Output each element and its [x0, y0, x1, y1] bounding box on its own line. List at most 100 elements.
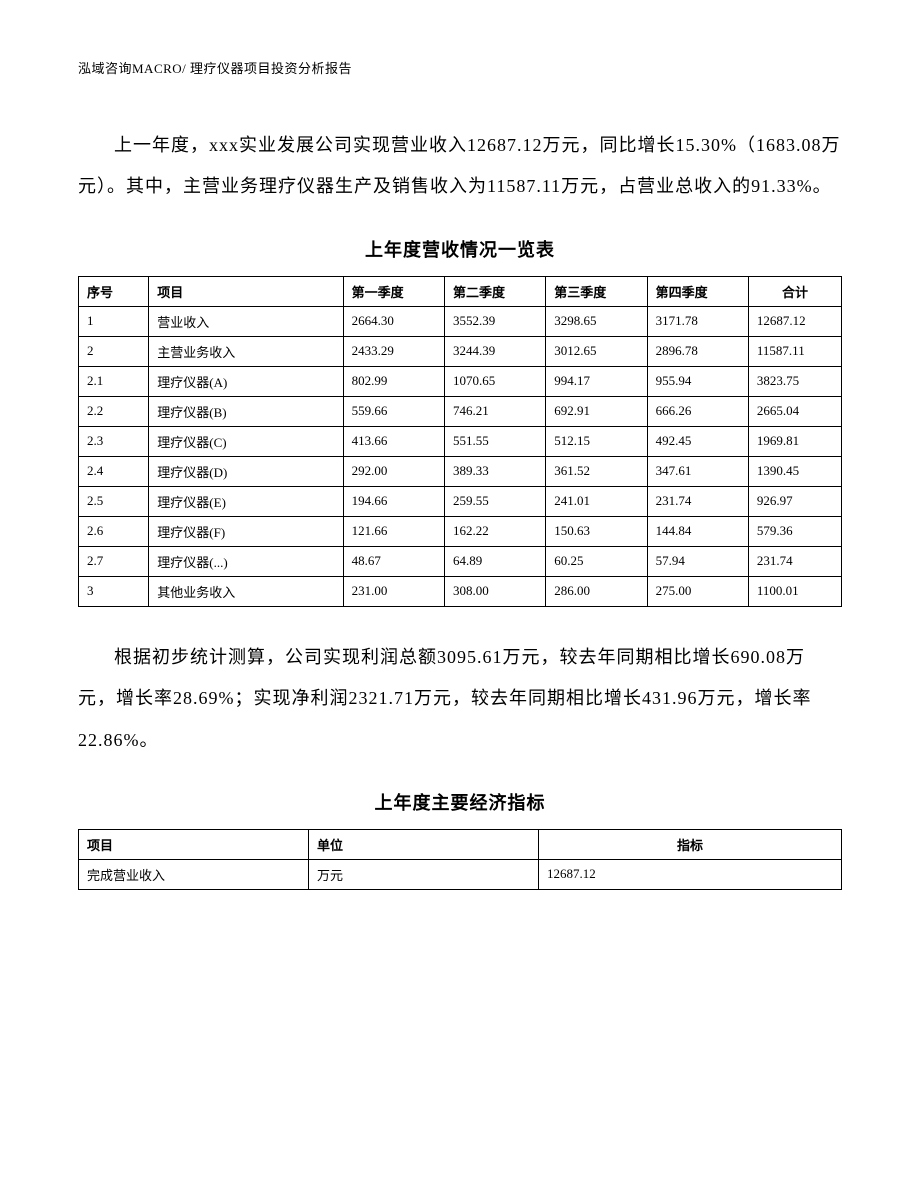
col-header-q4: 第四季度	[647, 276, 748, 306]
table-cell: 492.45	[647, 426, 748, 456]
table-cell: 413.66	[343, 426, 444, 456]
table-row: 3 其他业务收入 231.00 308.00 286.00 275.00 110…	[79, 576, 842, 606]
table-cell: 559.66	[343, 396, 444, 426]
table-cell: 57.94	[647, 546, 748, 576]
table-row: 2.6 理疗仪器(F) 121.66 162.22 150.63 144.84 …	[79, 516, 842, 546]
table-cell: 3823.75	[748, 366, 841, 396]
revenue-table: 序号 项目 第一季度 第二季度 第三季度 第四季度 合计 1 营业收入 2664…	[78, 276, 842, 607]
table-row: 2.2 理疗仪器(B) 559.66 746.21 692.91 666.26 …	[79, 396, 842, 426]
table-cell: 361.52	[546, 456, 647, 486]
table-header-row: 项目 单位 指标	[79, 829, 842, 859]
table-title-revenue: 上年度营收情况一览表	[78, 236, 842, 262]
table-cell: 完成营业收入	[79, 859, 309, 889]
table-cell: 12687.12	[748, 306, 841, 336]
table-cell: 2896.78	[647, 336, 748, 366]
col-header-unit: 单位	[309, 829, 539, 859]
table-cell: 2.1	[79, 366, 149, 396]
table-cell: 主营业务收入	[149, 336, 343, 366]
table-cell: 1969.81	[748, 426, 841, 456]
table-cell: 231.74	[647, 486, 748, 516]
table-cell: 3012.65	[546, 336, 647, 366]
table-cell: 理疗仪器(...)	[149, 546, 343, 576]
table-cell: 理疗仪器(F)	[149, 516, 343, 546]
table-row: 2 主营业务收入 2433.29 3244.39 3012.65 2896.78…	[79, 336, 842, 366]
col-header-q3: 第三季度	[546, 276, 647, 306]
table-cell: 理疗仪器(D)	[149, 456, 343, 486]
table-cell: 理疗仪器(E)	[149, 486, 343, 516]
table-row: 2.5 理疗仪器(E) 194.66 259.55 241.01 231.74 …	[79, 486, 842, 516]
table-cell: 259.55	[444, 486, 545, 516]
col-header-total: 合计	[748, 276, 841, 306]
table-cell: 48.67	[343, 546, 444, 576]
table-cell: 11587.11	[748, 336, 841, 366]
table-cell: 275.00	[647, 576, 748, 606]
table-cell: 241.01	[546, 486, 647, 516]
table-cell: 955.94	[647, 366, 748, 396]
table-cell: 389.33	[444, 456, 545, 486]
table-cell: 579.36	[748, 516, 841, 546]
table-cell: 150.63	[546, 516, 647, 546]
table-cell: 308.00	[444, 576, 545, 606]
table-cell: 3552.39	[444, 306, 545, 336]
table-cell: 2.7	[79, 546, 149, 576]
table-cell: 理疗仪器(C)	[149, 426, 343, 456]
table-cell: 2.3	[79, 426, 149, 456]
table-cell: 746.21	[444, 396, 545, 426]
table-row: 2.3 理疗仪器(C) 413.66 551.55 512.15 492.45 …	[79, 426, 842, 456]
table-cell: 144.84	[647, 516, 748, 546]
table-cell: 1390.45	[748, 456, 841, 486]
col-header-q1: 第一季度	[343, 276, 444, 306]
table-cell: 292.00	[343, 456, 444, 486]
table-cell: 692.91	[546, 396, 647, 426]
document-header: 泓域咨询MACRO/ 理疗仪器项目投资分析报告	[78, 58, 842, 77]
table-cell: 其他业务收入	[149, 576, 343, 606]
revenue-table-body: 1 营业收入 2664.30 3552.39 3298.65 3171.78 1…	[79, 306, 842, 606]
col-header-q2: 第二季度	[444, 276, 545, 306]
table-cell: 3171.78	[647, 306, 748, 336]
table-row: 完成营业收入 万元 12687.12	[79, 859, 842, 889]
table-cell: 营业收入	[149, 306, 343, 336]
table-cell: 2.4	[79, 456, 149, 486]
table-cell: 231.74	[748, 546, 841, 576]
table-cell: 万元	[309, 859, 539, 889]
table-cell: 64.89	[444, 546, 545, 576]
table-row: 2.4 理疗仪器(D) 292.00 389.33 361.52 347.61 …	[79, 456, 842, 486]
table-cell: 3298.65	[546, 306, 647, 336]
table-cell: 1	[79, 306, 149, 336]
col-header-project: 项目	[79, 829, 309, 859]
paragraph-revenue-summary: 上一年度，xxx实业发展公司实现营业收入12687.12万元，同比增长15.30…	[78, 125, 842, 208]
table-cell: 1100.01	[748, 576, 841, 606]
indicator-table: 项目 单位 指标 完成营业收入 万元 12687.12	[78, 829, 842, 890]
table-row: 1 营业收入 2664.30 3552.39 3298.65 3171.78 1…	[79, 306, 842, 336]
table-cell: 12687.12	[539, 859, 842, 889]
table-cell: 2665.04	[748, 396, 841, 426]
table-cell: 2	[79, 336, 149, 366]
table-row: 2.7 理疗仪器(...) 48.67 64.89 60.25 57.94 23…	[79, 546, 842, 576]
table-cell: 802.99	[343, 366, 444, 396]
col-header-indicator: 指标	[539, 829, 842, 859]
table-title-indicators: 上年度主要经济指标	[78, 789, 842, 815]
table-cell: 3244.39	[444, 336, 545, 366]
col-header-item: 项目	[149, 276, 343, 306]
table-cell: 2664.30	[343, 306, 444, 336]
table-cell: 2.5	[79, 486, 149, 516]
paragraph-profit-summary: 根据初步统计测算，公司实现利润总额3095.61万元，较去年同期相比增长690.…	[78, 637, 842, 761]
indicator-table-body: 完成营业收入 万元 12687.12	[79, 859, 842, 889]
table-cell: 1070.65	[444, 366, 545, 396]
table-header-row: 序号 项目 第一季度 第二季度 第三季度 第四季度 合计	[79, 276, 842, 306]
table-row: 2.1 理疗仪器(A) 802.99 1070.65 994.17 955.94…	[79, 366, 842, 396]
table-cell: 286.00	[546, 576, 647, 606]
table-cell: 926.97	[748, 486, 841, 516]
table-cell: 60.25	[546, 546, 647, 576]
col-header-seq: 序号	[79, 276, 149, 306]
table-cell: 理疗仪器(B)	[149, 396, 343, 426]
table-cell: 3	[79, 576, 149, 606]
table-cell: 162.22	[444, 516, 545, 546]
table-cell: 231.00	[343, 576, 444, 606]
table-cell: 512.15	[546, 426, 647, 456]
table-cell: 666.26	[647, 396, 748, 426]
table-cell: 121.66	[343, 516, 444, 546]
table-cell: 2.6	[79, 516, 149, 546]
table-cell: 994.17	[546, 366, 647, 396]
table-cell: 347.61	[647, 456, 748, 486]
